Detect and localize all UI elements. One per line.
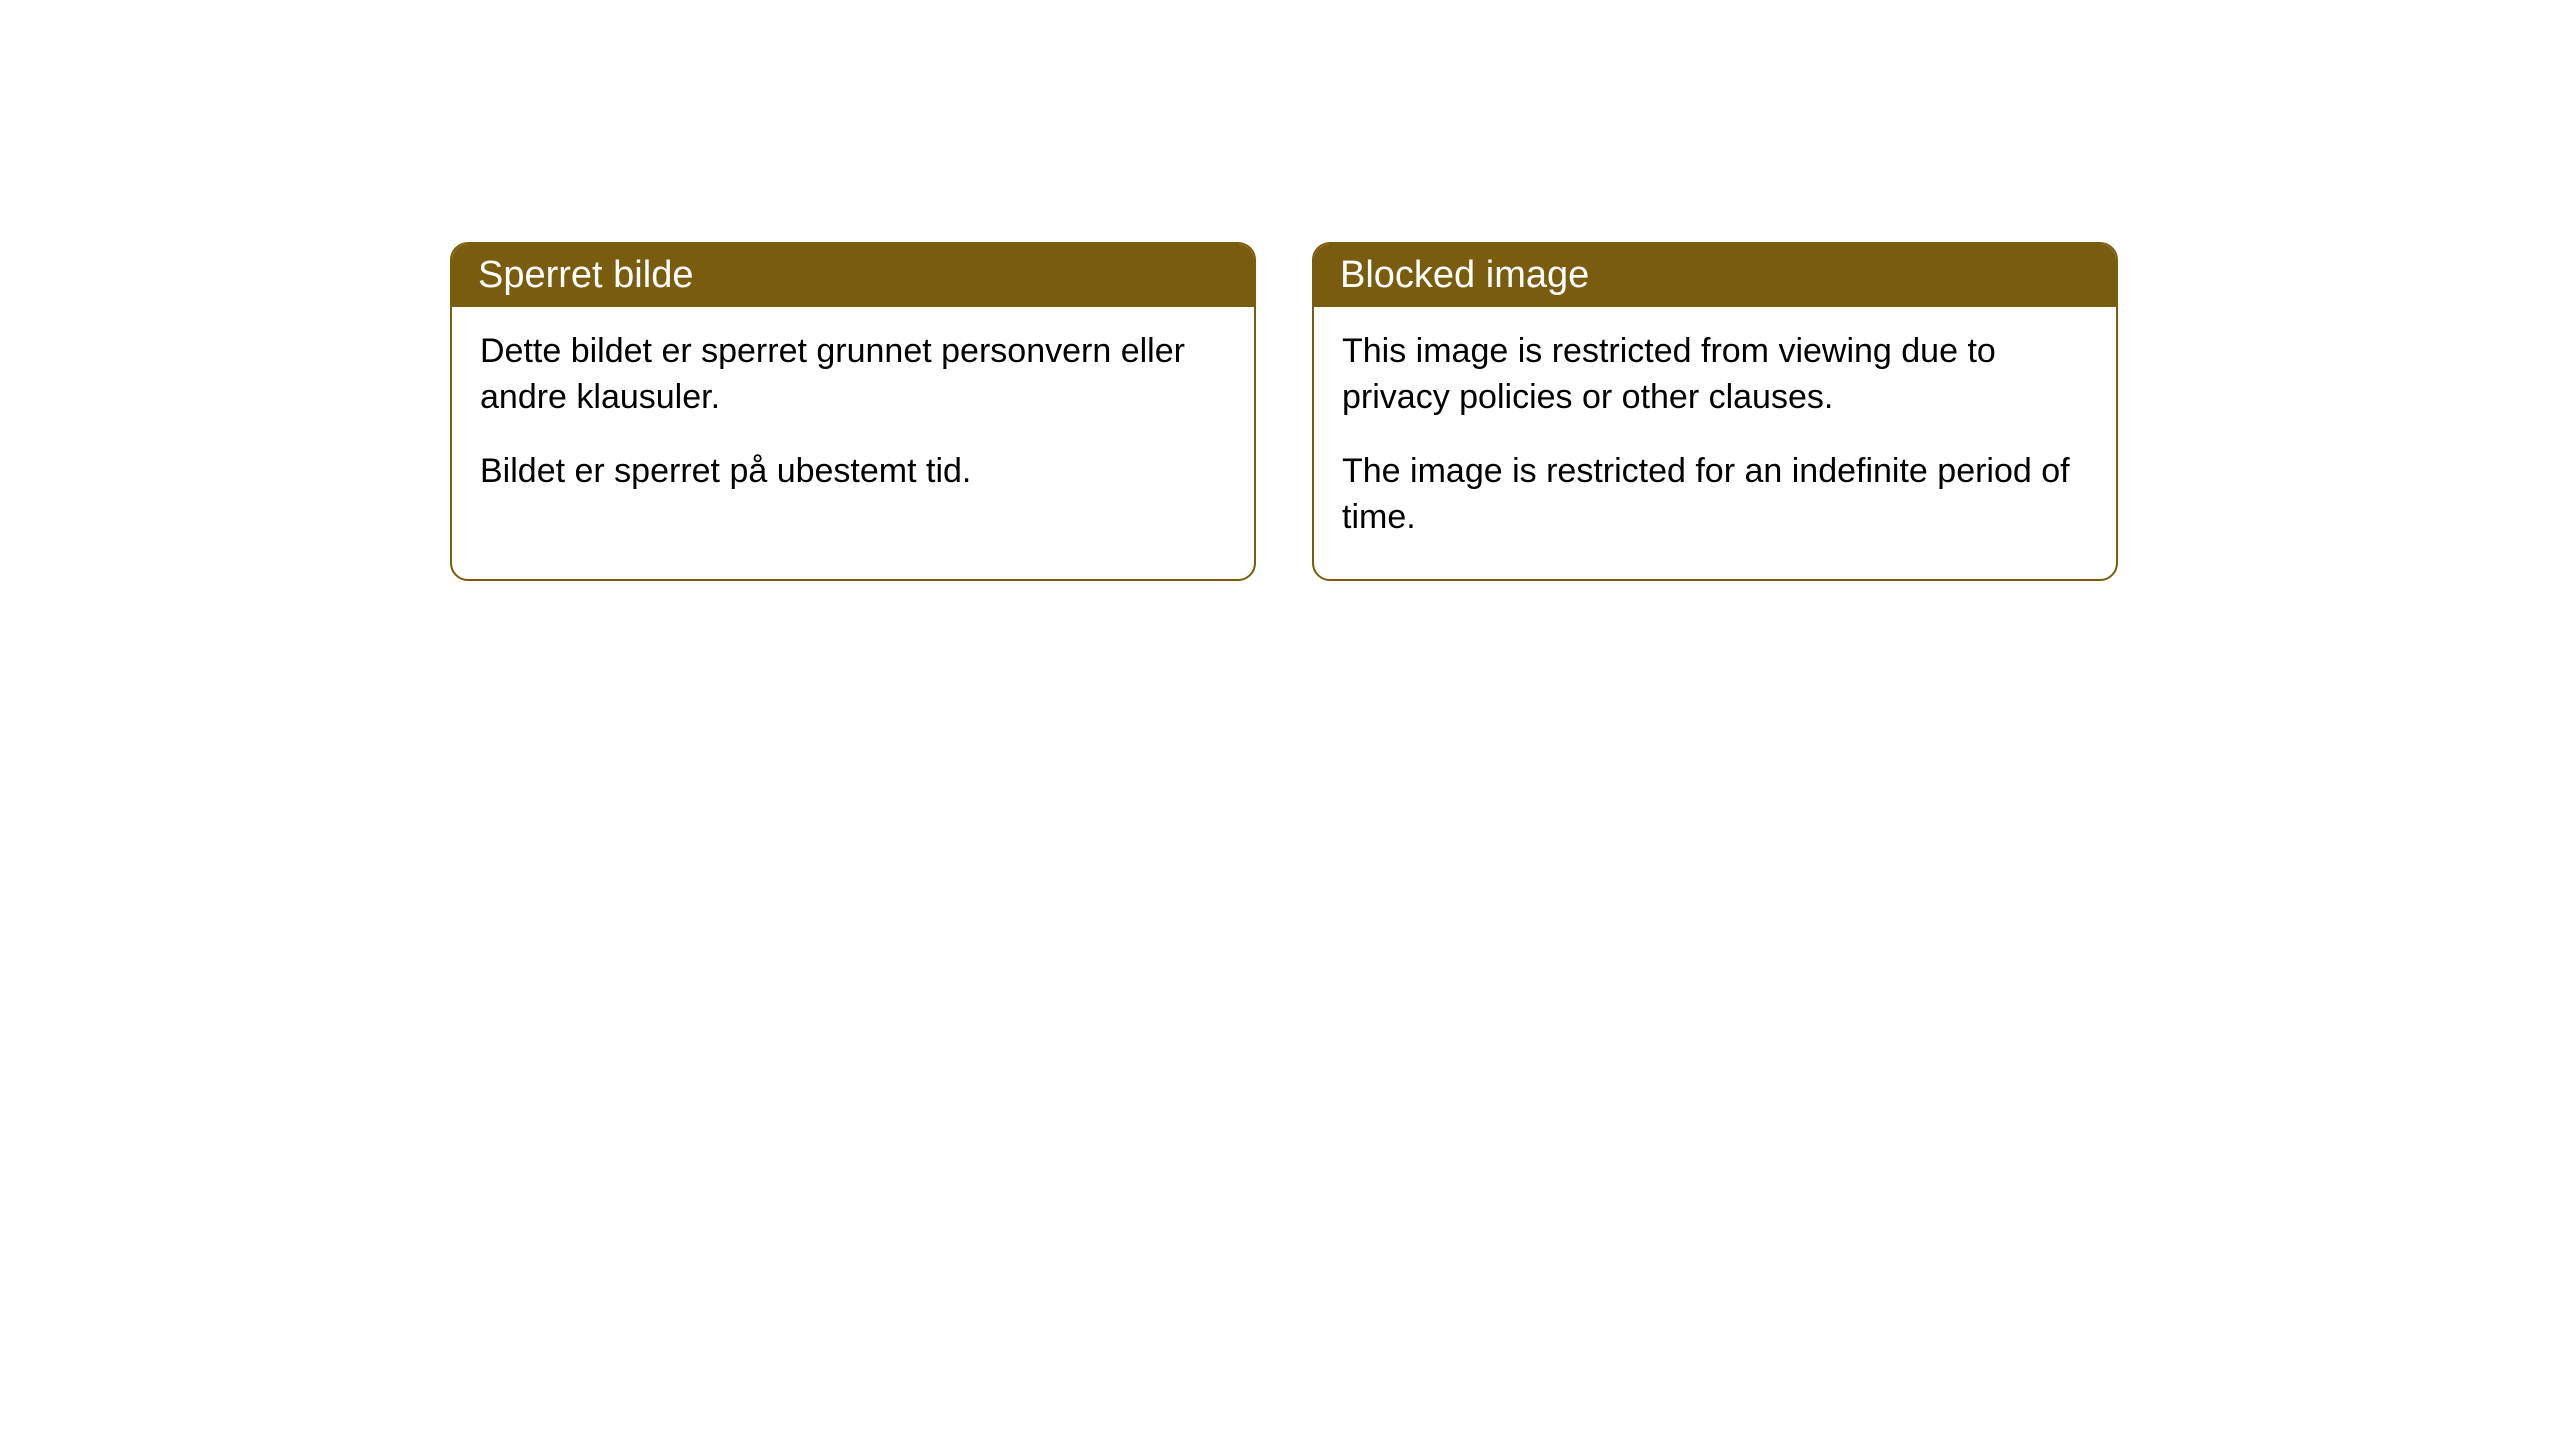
card-text-english-2: The image is restricted for an indefinit… (1342, 449, 2088, 541)
card-text-norwegian-1: Dette bildet er sperret grunnet personve… (480, 329, 1226, 421)
card-header-norwegian: Sperret bilde (452, 244, 1254, 307)
card-text-english-1: This image is restricted from viewing du… (1342, 329, 2088, 421)
cards-container: Sperret bilde Dette bildet er sperret gr… (450, 242, 2118, 581)
card-english: Blocked image This image is restricted f… (1312, 242, 2118, 581)
card-norwegian: Sperret bilde Dette bildet er sperret gr… (450, 242, 1256, 581)
card-body-english: This image is restricted from viewing du… (1314, 307, 2116, 579)
card-header-english: Blocked image (1314, 244, 2116, 307)
card-body-norwegian: Dette bildet er sperret grunnet personve… (452, 307, 1254, 533)
card-text-norwegian-2: Bildet er sperret på ubestemt tid. (480, 449, 1226, 495)
